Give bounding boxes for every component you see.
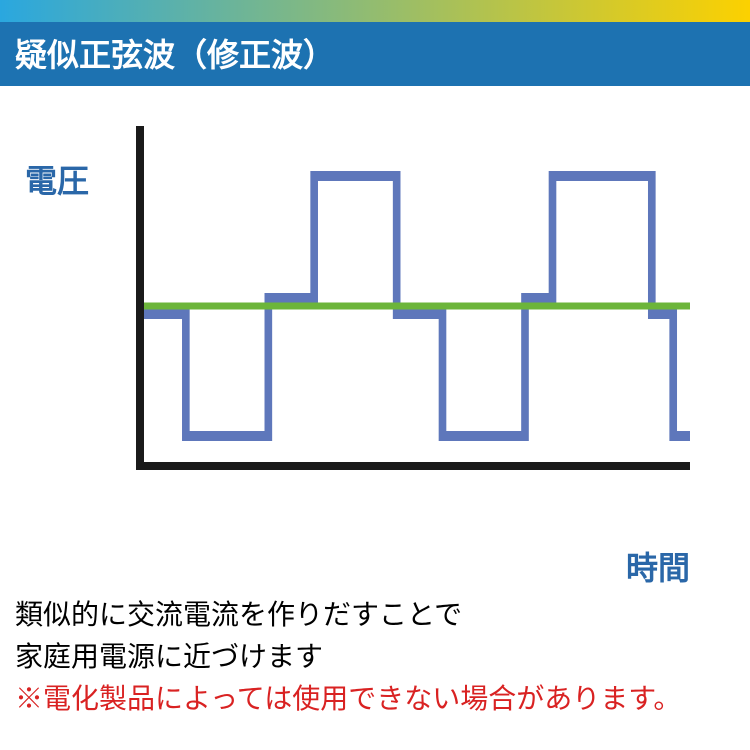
warning-text: ※電化製品によっては使用できない場合があります。 xyxy=(15,678,735,720)
desc-line-2: 家庭用電源に近づけます xyxy=(15,636,735,678)
header-title: 疑似正弦波（修正波） xyxy=(0,22,750,86)
top-gradient xyxy=(0,0,750,22)
waveform-chart xyxy=(30,116,650,496)
chart-area: 電圧 時間 xyxy=(0,86,750,584)
desc-line-1: 類似的に交流電流を作りだすことで xyxy=(15,594,735,636)
x-axis-label: 時間 xyxy=(626,543,690,589)
footer-text: 類似的に交流電流を作りだすことで 家庭用電源に近づけます ※電化製品によっては使… xyxy=(0,584,750,750)
y-axis-label: 電圧 xyxy=(25,156,89,202)
